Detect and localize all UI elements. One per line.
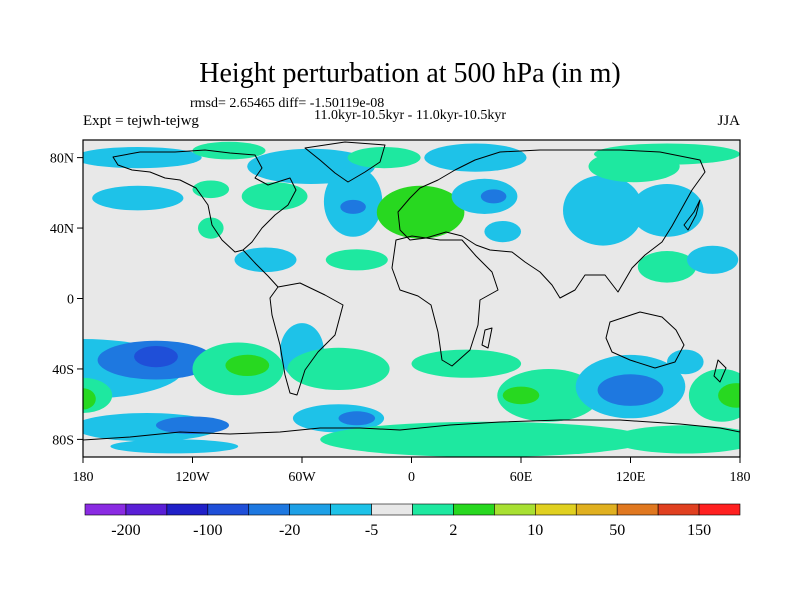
anomaly-region-1 <box>192 141 266 160</box>
coastline-new-zealand <box>713 359 727 383</box>
anomaly-region-30 <box>287 347 390 390</box>
anomaly-region-19 <box>234 247 297 273</box>
colorbar-swatch-11 <box>535 503 577 516</box>
colorbar-swatch-8 <box>412 503 454 516</box>
colorbar-swatch-7 <box>371 503 413 516</box>
anomaly-region-17 <box>588 150 680 183</box>
anomaly-region-14 <box>480 189 507 204</box>
anomaly-region-35 <box>597 374 664 406</box>
y-tick-label-3: 40S <box>52 363 74 378</box>
anomaly-layer <box>83 141 740 457</box>
y-tick-label-1: 40N <box>50 222 74 237</box>
x-tick-label-3: 0 <box>408 470 415 485</box>
colorbar-label-0: -200 <box>111 522 140 539</box>
experiment-label: Expt = tejwh-tejwg <box>83 113 199 129</box>
anomaly-region-0 <box>83 147 202 169</box>
anomaly-region-44 <box>338 411 376 426</box>
colorbar-label-5: 10 <box>527 522 543 539</box>
anomaly-region-23 <box>687 245 739 274</box>
colorbar-swatch-3 <box>207 503 250 516</box>
anomaly-region-40 <box>83 388 96 410</box>
colorbar-label-7: 150 <box>687 522 711 539</box>
anomaly-region-26 <box>134 346 178 368</box>
anomaly-region-6 <box>92 185 184 211</box>
season-label: JJA <box>717 113 740 129</box>
colorbar-label-2: -20 <box>279 522 300 539</box>
colorbar: -200 -100 -20 -5 2 10 50 150 <box>84 503 741 539</box>
coastline-eurasia <box>397 149 706 299</box>
anomaly-region-12 <box>376 185 465 239</box>
x-tick-label-4: 60E <box>510 470 533 485</box>
anomaly-region-28 <box>225 354 270 376</box>
colorbar-swatch-1 <box>125 503 168 516</box>
anomaly-region-36 <box>667 349 704 375</box>
coastline-madagascar <box>481 327 493 349</box>
y-tick-label-4: 80S <box>52 433 74 448</box>
anomaly-region-3 <box>347 147 421 169</box>
coastline-antarctica <box>83 419 740 441</box>
colorbar-label-1: -100 <box>193 522 222 539</box>
colorbar-swatch-9 <box>453 503 495 516</box>
colorbar-swatch-5 <box>289 503 331 516</box>
anomaly-region-22 <box>637 250 697 283</box>
anomaly-region-33 <box>502 386 540 405</box>
x-tick-label-1: 120W <box>175 470 210 485</box>
colorbar-swatch-13 <box>616 503 659 516</box>
coastline-japan <box>683 199 701 231</box>
colorbar-swatch-15 <box>698 503 741 516</box>
coastline-australia <box>605 311 685 369</box>
y-tick-label-2: 0 <box>67 293 74 308</box>
axis-ticks: 180 120W 60W 0 60E 120E 180 80N 40N 0 40S 80S <box>50 152 751 485</box>
colorbar-swatch-10 <box>494 503 536 516</box>
colorbar-label-6: 50 <box>609 522 625 539</box>
x-tick-label-6: 180 <box>730 470 751 485</box>
colorbar-swatch-14 <box>657 503 700 516</box>
colorbar-swatch-12 <box>575 503 618 516</box>
anomaly-region-8 <box>241 182 308 211</box>
coastline-south-america <box>269 282 344 396</box>
anomaly-region-45 <box>320 421 649 457</box>
colorbar-label-3: -5 <box>365 522 378 539</box>
colorbar-label-4: 2 <box>449 522 457 539</box>
anomaly-region-46 <box>612 425 740 454</box>
anomaly-region-15 <box>563 175 644 246</box>
anomaly-region-7 <box>192 180 230 199</box>
x-tick-label-5: 120E <box>616 470 646 485</box>
colorbar-swatch-2 <box>166 503 209 516</box>
coastline-central-america <box>242 249 279 288</box>
anomaly-region-21 <box>484 221 521 243</box>
coastline-greenland <box>304 141 386 183</box>
anomaly-region-31 <box>411 349 522 378</box>
chart-title: Height perturbation at 500 hPa (in m) <box>199 58 620 89</box>
anomaly-region-47 <box>110 439 239 454</box>
x-tick-label-2: 60W <box>288 470 316 485</box>
anomaly-region-32 <box>497 369 600 422</box>
x-tick-label-0: 180 <box>73 470 94 485</box>
coastlines <box>83 141 740 441</box>
anomaly-region-16 <box>630 184 704 237</box>
stats-label: rmsd= 2.65465 diff= -1.50119e-08 <box>190 96 384 111</box>
anomaly-region-4 <box>424 143 527 172</box>
period-label: 11.0kyr-10.5kyr - 11.0kyr-10.5kyr <box>314 108 506 123</box>
coastline-africa <box>391 235 499 367</box>
y-tick-label-0: 80N <box>50 152 74 167</box>
colorbar-swatch-6 <box>330 503 372 516</box>
anomaly-region-42 <box>156 416 229 435</box>
anomaly-region-20 <box>325 249 388 271</box>
anomaly-region-38 <box>718 383 740 408</box>
colorbar-swatch-4 <box>248 503 290 516</box>
colorbar-swatch-0 <box>84 503 127 516</box>
anomaly-region-37 <box>688 369 740 422</box>
anomaly-region-10 <box>340 199 366 214</box>
coastline-north-america <box>112 149 297 253</box>
